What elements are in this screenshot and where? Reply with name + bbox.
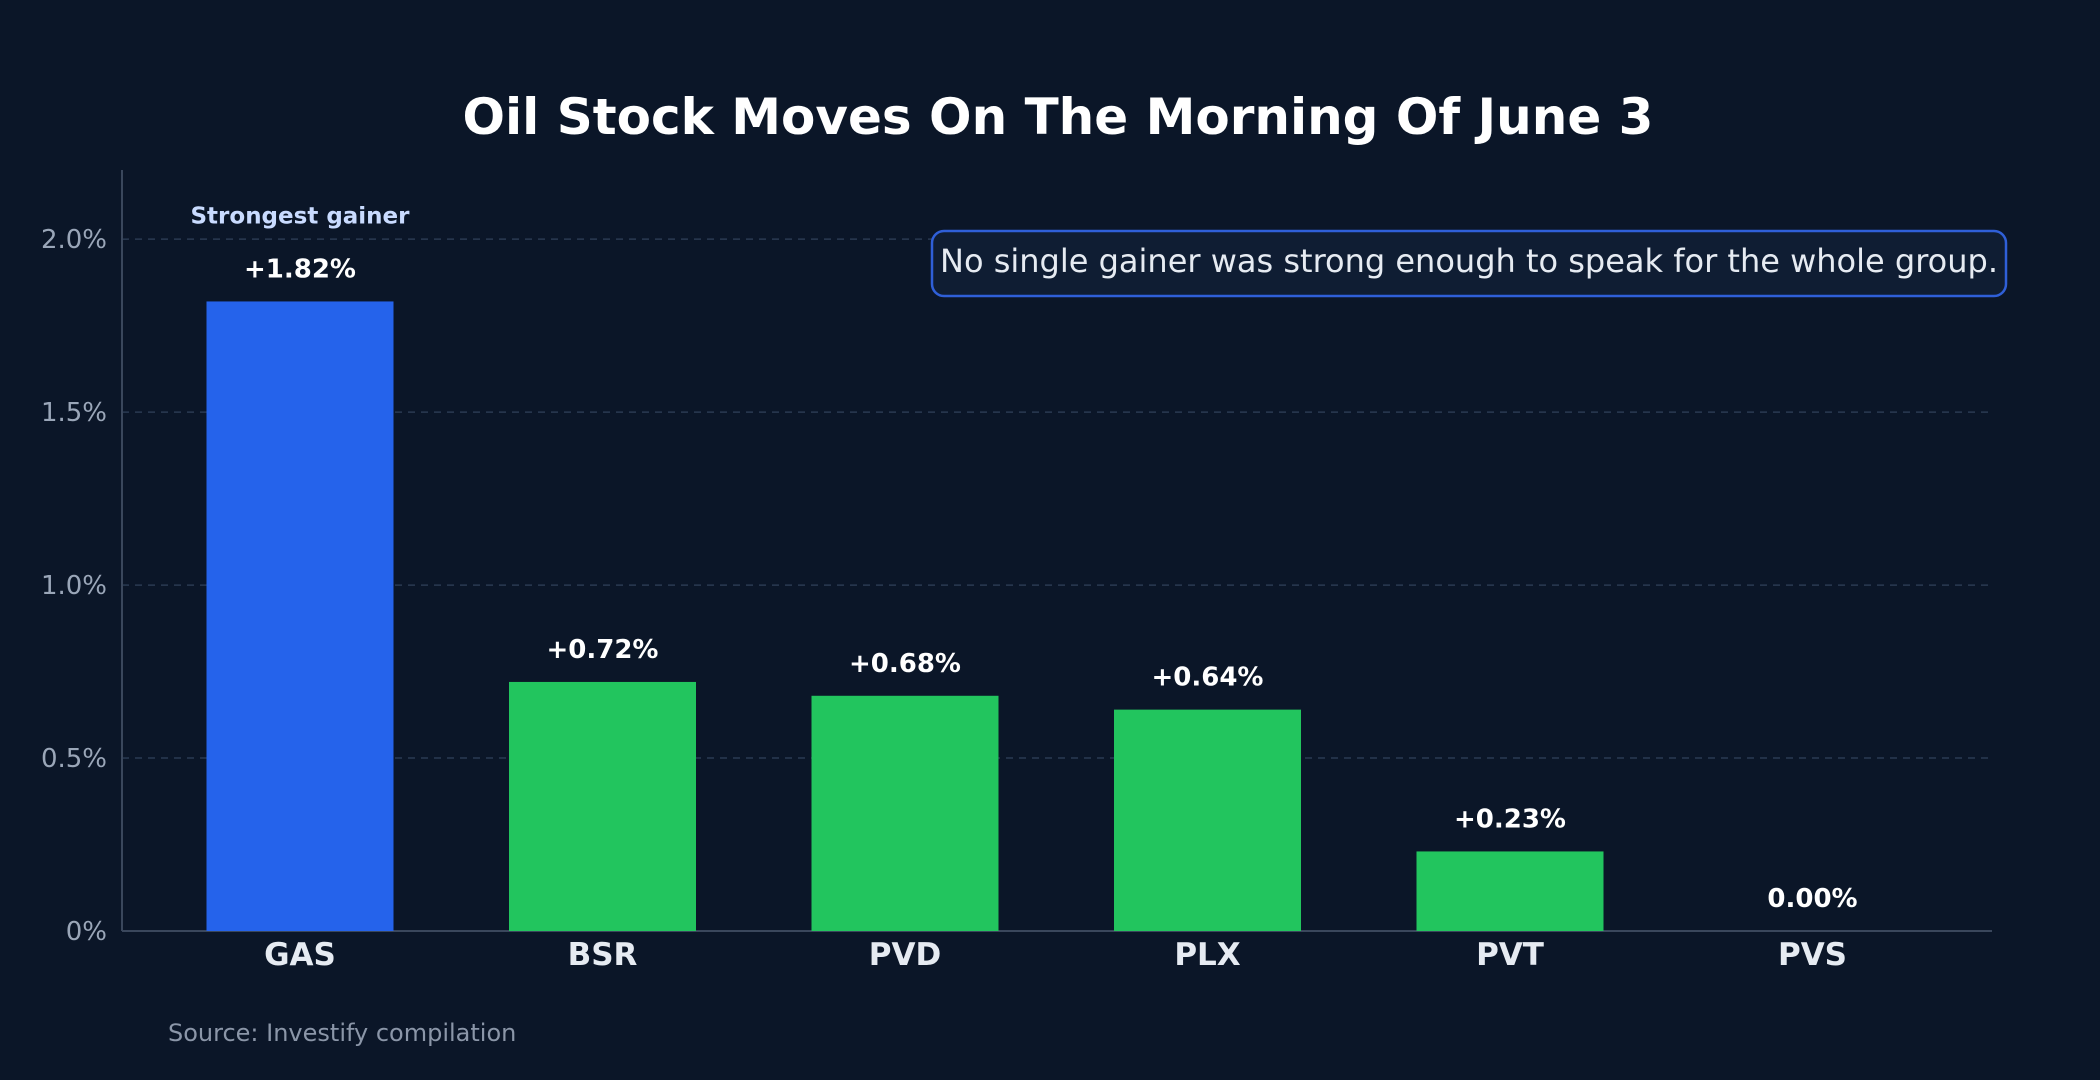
bar-plx (1114, 709, 1301, 931)
category-label-pvt: PVT (1476, 937, 1544, 973)
value-label-pvd: +0.68% (849, 649, 961, 679)
value-label-plx: +0.64% (1152, 663, 1264, 693)
value-label-pvt: +0.23% (1454, 804, 1566, 834)
source-note: Source: Investify compilation (168, 1019, 516, 1047)
category-label-pvd: PVD (869, 937, 941, 973)
highlight-label: Strongest gainer (190, 203, 410, 229)
category-label-plx: PLX (1174, 937, 1240, 973)
bar-value-labels: +1.82% Strongest gainer +0.72% +0.68% +0.64%… (190, 203, 1857, 914)
y-tick-label: 1.5% (41, 398, 107, 428)
chart-title: Oil Stock Moves On The Morning Of June 3 (463, 88, 1654, 146)
bar-pvt (1416, 851, 1604, 931)
annotation-text: No single gainer was strong enough to sp… (940, 242, 1998, 280)
category-label-bsr: BSR (568, 937, 638, 973)
value-label-bsr: +0.72% (547, 635, 659, 665)
grid-lines (122, 238, 1992, 759)
bar-pvd (811, 695, 999, 931)
bar-gas (206, 301, 394, 932)
y-tick-label: 2.0% (41, 225, 107, 255)
value-label-gas: +1.82% (244, 254, 356, 284)
annotation-callout: No single gainer was strong enough to sp… (930, 229, 2008, 298)
y-tick-label: 1.0% (41, 571, 107, 601)
y-tick-label: 0.5% (41, 744, 107, 774)
x-axis-categories: GAS BSR PVD PLX PVT PVS (264, 937, 1847, 973)
category-label-pvs: PVS (1778, 937, 1847, 973)
value-label-pvs: 0.00% (1767, 884, 1857, 914)
category-label-gas: GAS (264, 937, 336, 973)
y-axis-ticks: 0% 0.5% 1.0% 1.5% 2.0% (41, 225, 107, 947)
bar-bsr (509, 681, 696, 931)
bars (206, 301, 1604, 932)
annotation-box (930, 229, 2008, 298)
y-tick-label: 0% (66, 917, 107, 947)
